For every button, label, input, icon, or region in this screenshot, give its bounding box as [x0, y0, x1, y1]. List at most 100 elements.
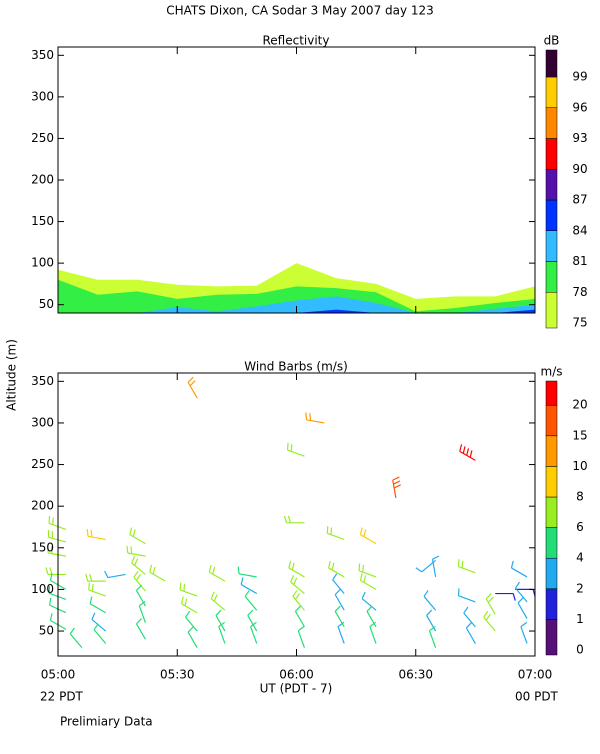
wind-barb	[89, 596, 106, 614]
wind-barb	[297, 626, 306, 648]
wind-barb	[359, 573, 377, 590]
wind-barb	[46, 545, 67, 557]
colorbar-label: 81	[572, 254, 587, 268]
wind-barb	[457, 559, 476, 574]
wind-barb	[126, 545, 146, 557]
wind-barb	[290, 575, 305, 595]
wind-barb	[369, 621, 377, 644]
colorbar-label: 10	[572, 459, 587, 473]
wind-barb	[305, 412, 325, 424]
wind-barb	[283, 515, 305, 524]
wind-barb	[288, 560, 305, 578]
colorbar-label: 87	[572, 193, 587, 207]
x-tick-label: 07:00	[518, 668, 553, 682]
wind-barb	[294, 605, 305, 628]
y-tick-label: 250	[31, 131, 54, 145]
wind-barb	[326, 526, 345, 541]
y-tick-label: 200	[31, 499, 54, 513]
wind-barb	[332, 573, 345, 594]
wind-barb	[215, 609, 226, 632]
colorbar-title: dB	[544, 34, 560, 48]
colorbar-label: 8	[576, 490, 584, 504]
wind-barb	[218, 621, 226, 644]
wind-barb	[328, 560, 345, 578]
x-tick-label: 06:00	[279, 668, 314, 682]
colorbar-band	[545, 557, 558, 590]
colorbar-band	[545, 435, 558, 467]
wind-barb	[423, 590, 437, 611]
colorbar-band	[545, 292, 558, 329]
wind-barb	[187, 376, 198, 399]
colorbar-label: 90	[572, 162, 587, 176]
wind-barb	[358, 563, 377, 578]
y-tick-label: 50	[39, 624, 54, 638]
colorbar-label: 0	[576, 643, 584, 657]
wind-barb	[483, 610, 496, 632]
wind-barb	[426, 609, 437, 632]
wind-barb	[85, 573, 106, 582]
contour-area	[58, 279, 535, 313]
y-tick-label: 300	[31, 89, 54, 103]
wind-barb	[392, 476, 401, 498]
wind-barb	[86, 529, 106, 541]
wind-barb	[431, 555, 440, 578]
y-tick-label: 250	[31, 457, 54, 471]
colorbar-label: 96	[572, 100, 587, 114]
wind-barb	[428, 626, 437, 648]
y-tick-label: 200	[31, 173, 54, 187]
colorbar-band	[545, 619, 558, 656]
wind-barb	[135, 584, 146, 607]
wind-barb	[93, 623, 107, 644]
wind-barb	[517, 597, 528, 619]
colorbar-label: 1	[576, 612, 584, 626]
wind-barb	[463, 606, 476, 628]
colorbar-band	[545, 261, 558, 293]
wind-barb	[237, 566, 257, 578]
x-tick-label: 06:30	[398, 668, 433, 682]
colorbar-label: 93	[572, 131, 587, 145]
wind-barb	[292, 590, 305, 611]
wind-barb	[366, 605, 377, 628]
y-tick-label: 100	[31, 256, 54, 270]
wind-barb	[240, 577, 258, 595]
x-tick-label: 05:30	[160, 668, 195, 682]
wind-barb	[48, 516, 67, 531]
colorbar-band	[545, 588, 558, 620]
wind-barb	[69, 627, 83, 649]
wind-barb	[520, 621, 528, 644]
colorbar-band	[545, 107, 558, 139]
wind-barb	[104, 570, 126, 579]
wind-barb	[495, 592, 516, 601]
colorbar-label: 99	[572, 70, 587, 84]
wind-barb	[510, 560, 528, 578]
y-tick-label: 150	[31, 214, 54, 228]
wind-barb	[485, 593, 496, 615]
colorbar-label: 2	[576, 581, 584, 595]
colorbar-band	[545, 169, 558, 201]
wind-barb	[465, 622, 476, 644]
wind-barb	[135, 618, 146, 640]
wind-barb	[210, 591, 226, 611]
colorbar-label: 6	[576, 520, 584, 534]
wind-barb	[47, 530, 67, 543]
wind-barb	[208, 564, 226, 582]
wind-barb	[359, 527, 377, 545]
colorbar-band	[545, 76, 558, 108]
colorbar-band	[545, 49, 558, 78]
colorbar-band	[545, 527, 558, 559]
colorbar-label: 84	[572, 223, 587, 237]
x-tick-label: 05:00	[41, 668, 76, 682]
wind-barb	[133, 570, 146, 592]
y-tick-label: 100	[31, 582, 54, 596]
y-tick-label: 350	[31, 48, 54, 62]
wind-barb	[244, 590, 258, 611]
colorbar-band	[545, 496, 558, 528]
x-axis-label: UT (PDT - 7)	[260, 682, 333, 696]
colorbar-label: 78	[572, 285, 587, 299]
colorbar-band	[545, 380, 558, 406]
wind-barb	[138, 601, 147, 623]
y-tick-label: 350	[31, 374, 54, 388]
colorbar-label: 4	[576, 551, 584, 565]
